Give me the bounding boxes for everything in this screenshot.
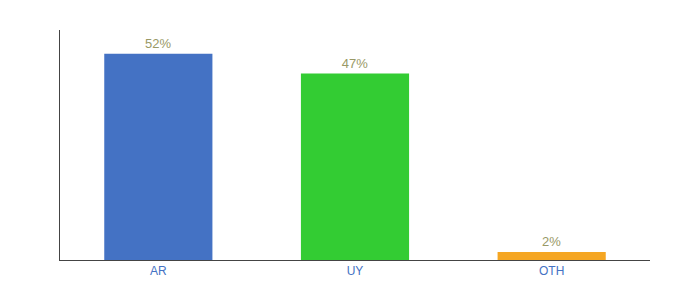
svg-text:OTH: OTH [539, 264, 564, 278]
svg-text:2%: 2% [542, 234, 561, 249]
svg-text:47%: 47% [342, 56, 368, 71]
svg-text:52%: 52% [145, 36, 171, 51]
svg-text:AR: AR [150, 264, 167, 278]
svg-text:UY: UY [347, 264, 364, 278]
